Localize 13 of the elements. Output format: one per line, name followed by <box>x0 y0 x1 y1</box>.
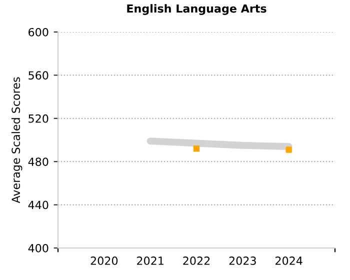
y-tick-label: 480 <box>28 158 48 166</box>
y-tick-label: 560 <box>28 71 48 80</box>
y-tick-label: 520 <box>28 114 48 123</box>
chart-title: English Language Arts <box>127 4 266 15</box>
y-tick-label: 600 <box>28 28 48 36</box>
x-tick-label: 2022 <box>183 256 210 265</box>
x-tick-label: 2020 <box>90 256 118 265</box>
x-tick-label: 2021 <box>137 256 164 265</box>
y-tick-label: 440 <box>28 200 48 210</box>
x-tick-label: 2023 <box>229 256 256 265</box>
x-tick-label: 2024 <box>276 256 302 265</box>
y-tick-label: 400 <box>28 244 48 252</box>
y-axis-title: Average Scaled Scores <box>11 77 22 204</box>
